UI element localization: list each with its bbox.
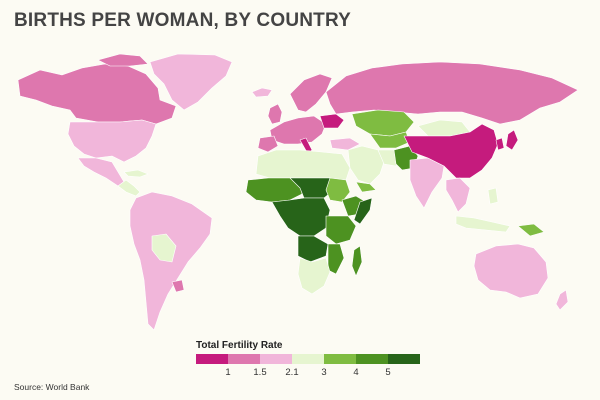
- legend-swatch: [388, 354, 420, 364]
- region-angola-zambia: [297, 235, 329, 263]
- region-southeast-asia: [445, 177, 471, 213]
- region-madagascar: [351, 245, 363, 277]
- legend-title: Total Fertility Rate: [196, 340, 283, 351]
- region-east-africa: [325, 215, 357, 245]
- source-note: Source: World Bank: [14, 382, 90, 392]
- region-korea: [495, 137, 505, 151]
- region-iceland: [251, 87, 273, 98]
- region-middle-east: [347, 145, 385, 185]
- region-uruguay: [171, 279, 185, 293]
- legend-tick: 1.5: [253, 367, 267, 378]
- region-europe: [269, 115, 327, 145]
- region-central-africa: [271, 197, 331, 237]
- region-india: [409, 157, 445, 209]
- region-new-zealand: [555, 289, 569, 311]
- region-australia: [473, 243, 549, 299]
- region-iberia: [257, 135, 279, 153]
- legend-swatch: [324, 354, 356, 364]
- region-sudan: [325, 177, 351, 203]
- region-central-america: [117, 179, 141, 197]
- region-west-africa: [245, 177, 303, 203]
- region-yemen: [355, 181, 377, 193]
- legend-tick: 5: [385, 367, 391, 378]
- region-mexico: [77, 157, 125, 187]
- legend-tick: 4: [353, 367, 359, 378]
- legend-swatch: [196, 354, 228, 364]
- legend-ticks: 1 1.5 2.1 3 4 5: [196, 367, 436, 379]
- region-uk: [267, 103, 283, 125]
- region-north-africa: [255, 149, 351, 181]
- region-scandinavia: [289, 73, 333, 113]
- region-somalia: [353, 197, 373, 225]
- legend-swatch: [228, 354, 260, 364]
- legend-tick: 3: [321, 367, 327, 378]
- region-united-states: [67, 119, 157, 163]
- region-indonesia: [455, 215, 511, 233]
- legend-swatch: [292, 354, 324, 364]
- region-canada: [17, 63, 177, 125]
- legend-swatches: [196, 354, 420, 364]
- region-japan: [505, 129, 519, 151]
- region-philippines: [487, 187, 499, 205]
- legend-swatch: [356, 354, 388, 364]
- region-bolivia-paraguay: [151, 233, 177, 263]
- legend-swatch: [260, 354, 292, 364]
- region-china: [403, 123, 499, 179]
- region-papua-new-guinea: [517, 223, 545, 237]
- map-title: BIRTHS PER WOMAN, BY COUNTRY: [14, 10, 352, 31]
- region-greenland: [149, 53, 233, 111]
- region-russia: [325, 61, 579, 125]
- legend: Total Fertility Rate 1 1.5 2.1 3 4 5: [196, 340, 436, 380]
- region-mozambique: [327, 243, 345, 275]
- region-arctic-islands: [97, 53, 149, 67]
- region-caribbean: [123, 169, 149, 178]
- region-southern-africa: [297, 257, 331, 295]
- world-map: [17, 53, 579, 331]
- region-italy: [299, 137, 313, 155]
- legend-tick: 1: [225, 367, 231, 378]
- region-ukraine: [319, 113, 345, 129]
- legend-tick: 2.1: [285, 367, 299, 378]
- region-turkey: [329, 137, 361, 151]
